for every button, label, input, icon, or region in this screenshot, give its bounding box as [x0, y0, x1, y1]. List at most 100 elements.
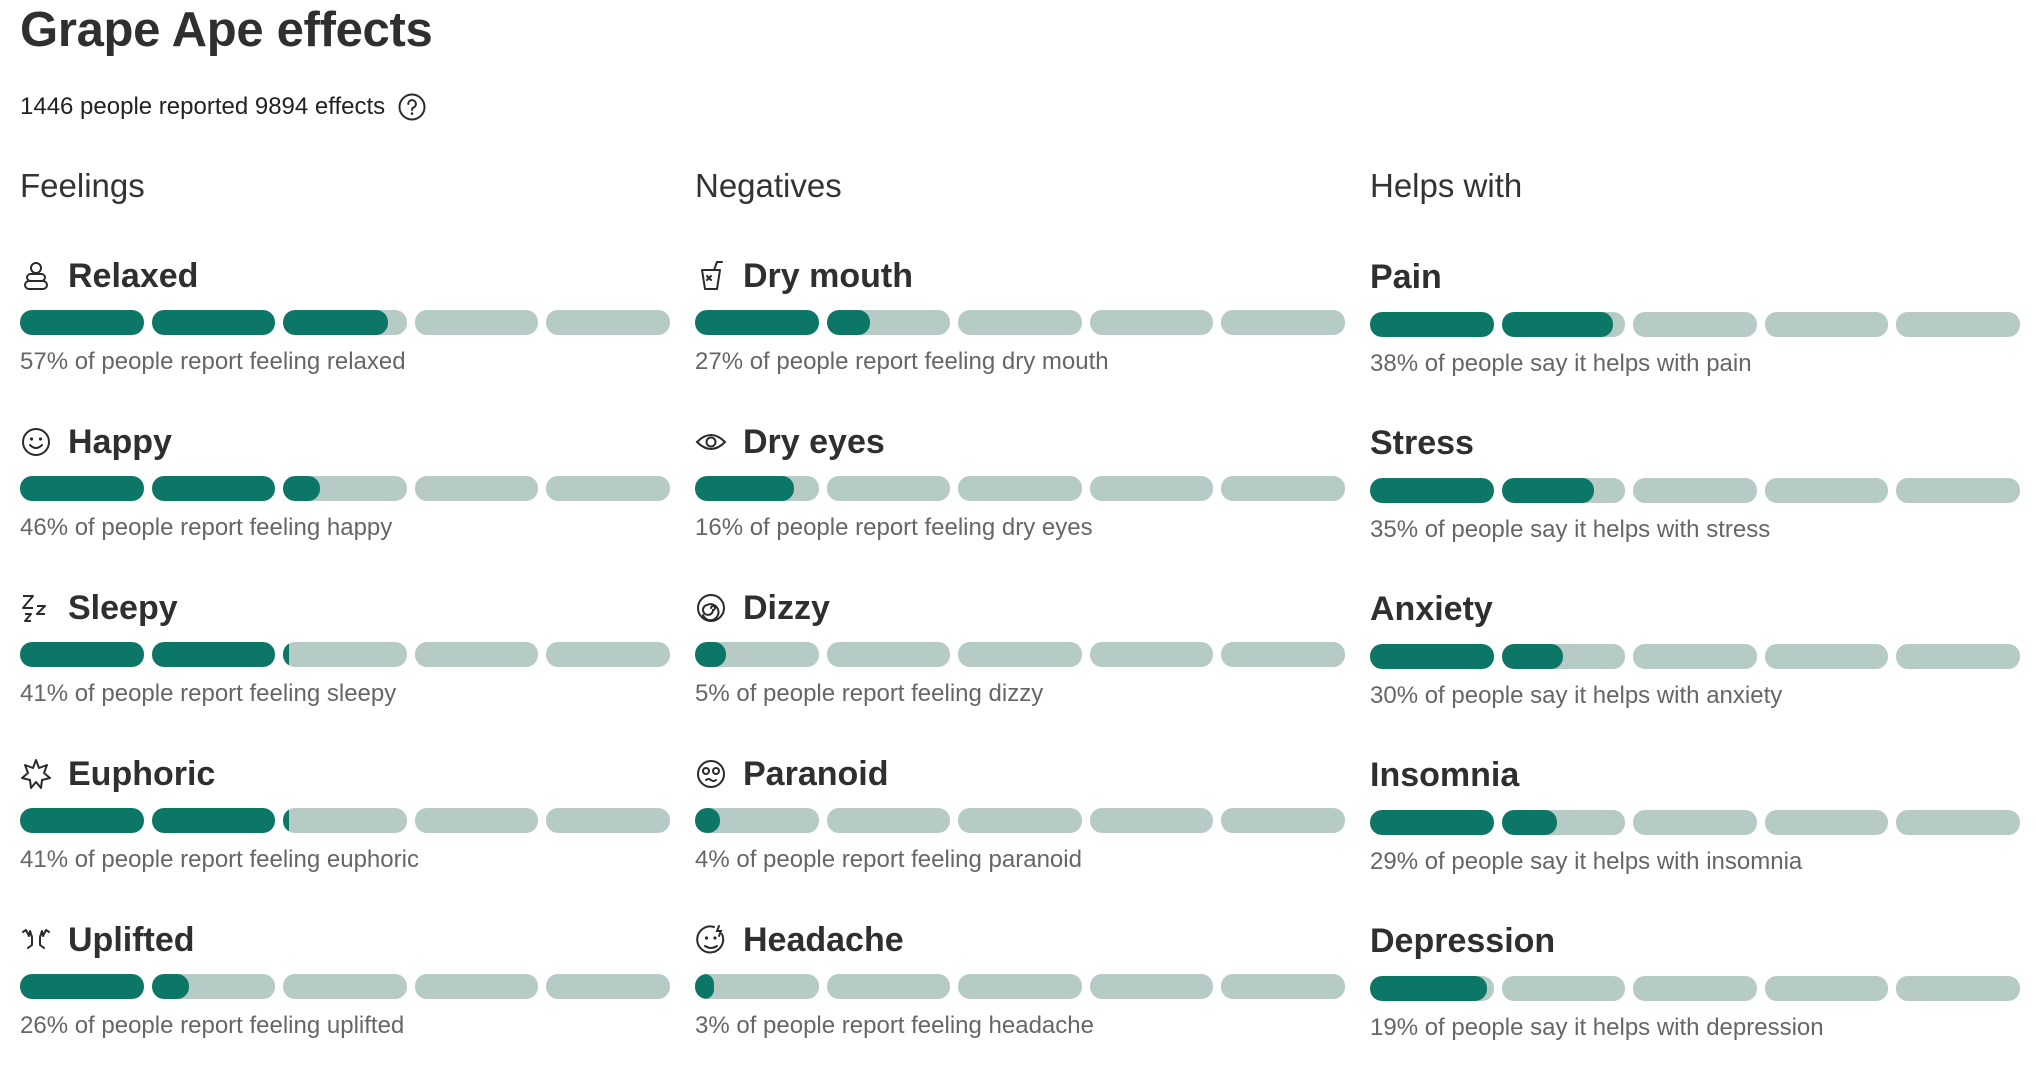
effect-title: Euphoric [20, 752, 670, 796]
effect-label: Happy [68, 422, 172, 461]
meter-segment [1089, 808, 1214, 833]
meter-segment [1633, 312, 1757, 337]
effect-label: Uplifted [68, 920, 195, 959]
report-summary: 1446 people reported 9894 effects [20, 92, 427, 122]
meter-segment [1896, 478, 2020, 503]
condition-pain: Pain 38% of people say it helps with pai… [1370, 254, 2020, 420]
effect-dry-eyes: Dry eyes 16% of people report feeling dr… [695, 420, 1345, 586]
meter-segment [1370, 810, 1494, 835]
effect-description: 41% of people report feeling sleepy [20, 680, 397, 707]
effect-paranoid: Paranoid 4% of people report feeling par… [695, 752, 1345, 918]
helps-with-column: Helps with Pain 38% of people say it hel… [1370, 164, 2020, 1084]
meter-fill [20, 642, 144, 667]
meter-segment [414, 974, 539, 999]
effect-description: 29% of people say it helps with insomnia [1370, 848, 1803, 875]
meter-fill [695, 476, 794, 501]
meter-segment [1633, 976, 1757, 1001]
meter-segment [20, 808, 144, 833]
meter-segment [1896, 312, 2020, 337]
meter-segment [151, 310, 276, 335]
meter-segment [1089, 310, 1214, 335]
meter-fill [20, 974, 144, 999]
raised-hands-icon [20, 924, 52, 956]
meter-segment [1370, 478, 1494, 503]
meter-segment [1896, 810, 2020, 835]
meter-segment [826, 808, 951, 833]
meter-segment [283, 642, 407, 667]
meter-fill [283, 642, 290, 667]
headache-face-icon [695, 924, 727, 956]
question-circle-icon[interactable] [397, 92, 427, 122]
meter-fill [151, 808, 276, 833]
meter-segment [546, 808, 670, 833]
meter-segment [151, 974, 276, 999]
meter-segment [546, 476, 670, 501]
spiral-icon [695, 592, 727, 624]
meter-fill [283, 808, 290, 833]
meter-fill [1370, 478, 1494, 503]
condition-label: Anxiety [1370, 589, 1493, 628]
meter-segment [1221, 642, 1345, 667]
starburst-icon [20, 758, 52, 790]
meter-segment [151, 808, 276, 833]
effect-meter [20, 974, 670, 999]
effect-meter [1370, 478, 2020, 503]
meter-segment [20, 974, 144, 999]
effect-title: Dizzy [695, 586, 1345, 630]
condition-insomnia: Insomnia 29% of people say it helps with… [1370, 752, 2020, 918]
meter-segment [958, 476, 1082, 501]
meter-segment [958, 974, 1082, 999]
meter-fill [20, 808, 144, 833]
effect-title: Headache [695, 918, 1345, 962]
meter-segment [695, 974, 819, 999]
effect-meter [695, 310, 1345, 335]
meter-segment [1089, 476, 1214, 501]
effect-label: Sleepy [68, 588, 178, 627]
effect-label: Headache [743, 920, 904, 959]
condition-label: Depression [1370, 921, 1556, 960]
feelings-list: Relaxed 57% of people report feeling rel… [20, 254, 670, 1084]
column-heading-negatives: Negatives [695, 167, 842, 204]
meter-fill [695, 642, 726, 667]
meter-segment [414, 642, 539, 667]
meter-segment [695, 310, 819, 335]
anxious-face-icon [695, 758, 727, 790]
effect-meter [20, 808, 670, 833]
meter-fill [1370, 312, 1494, 337]
effect-dry-mouth: Dry mouth 27% of people report feeling d… [695, 254, 1345, 420]
meter-segment [20, 310, 144, 335]
effect-description: 19% of people say it helps with depressi… [1370, 1014, 1824, 1041]
meter-fill [826, 310, 870, 335]
meter-segment [826, 974, 951, 999]
effect-label: Dry mouth [743, 256, 913, 295]
meter-segment [958, 642, 1082, 667]
meter-segment [1501, 312, 1626, 337]
effect-label: Dry eyes [743, 422, 885, 461]
meter-fill [151, 642, 276, 667]
meter-segment [283, 476, 407, 501]
meter-fill [695, 808, 720, 833]
meter-segment [826, 310, 951, 335]
meter-fill [1370, 810, 1494, 835]
meter-fill [151, 310, 276, 335]
meter-segment [546, 310, 670, 335]
meter-segment [1633, 810, 1757, 835]
meter-fill [1501, 478, 1595, 503]
effect-title: Dry mouth [695, 254, 1345, 298]
effect-meter [695, 974, 1345, 999]
effect-label: Dizzy [743, 588, 830, 627]
meter-segment [1370, 976, 1494, 1001]
meter-fill [1501, 644, 1564, 669]
condition-label: Pain [1370, 257, 1442, 296]
effect-title: Dry eyes [695, 420, 1345, 464]
meter-segment [1764, 644, 1889, 669]
meter-segment [826, 476, 951, 501]
effect-meter [20, 310, 670, 335]
meter-segment [1501, 976, 1626, 1001]
condition-stress: Stress 35% of people say it helps with s… [1370, 420, 2020, 586]
negatives-column: Negatives Dry mouth 27% of people report… [695, 164, 1345, 1084]
meter-segment [1501, 644, 1626, 669]
smiley-icon [20, 426, 52, 458]
effect-euphoric: Euphoric 41% of people report feeling eu… [20, 752, 670, 918]
